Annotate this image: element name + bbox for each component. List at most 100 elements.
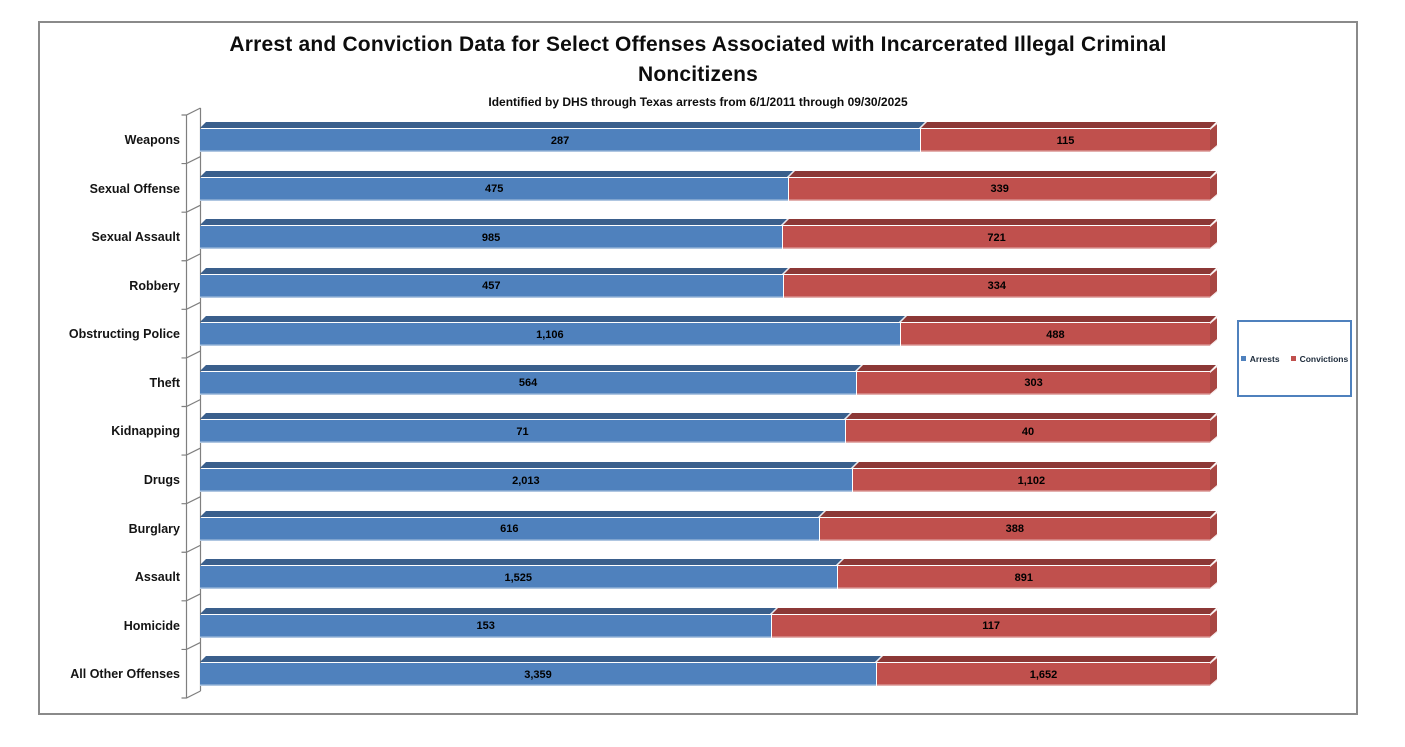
bar-end-cap-icon	[1210, 413, 1218, 444]
value-label: 1,652	[1029, 668, 1058, 681]
value-label: 457	[482, 280, 501, 293]
bar-top-face-icon	[200, 510, 825, 517]
bar-row: Sexual Offense 475 339	[40, 170, 1356, 201]
segment-convictions: 117	[772, 607, 1216, 638]
bar-end-cap-icon	[1210, 219, 1218, 250]
bar-top-face-icon	[200, 607, 778, 614]
category-label: Weapons	[124, 133, 180, 147]
value-label: 71	[516, 425, 529, 438]
bar-top-face-icon	[200, 219, 789, 226]
value-label: 1,102	[1017, 474, 1046, 487]
bar-top-face-icon	[783, 219, 1216, 226]
bar-end-cap-icon	[1210, 656, 1218, 687]
category-label: All Other Offenses	[70, 667, 180, 682]
bar-end-cap-icon	[1210, 559, 1218, 590]
bar-end-cap-icon	[1210, 268, 1218, 298]
bar-row: Kidnapping 71 40	[40, 413, 1356, 444]
value-label: 488	[1046, 328, 1065, 341]
segment-convictions: 388	[819, 510, 1216, 541]
chart-title-line-2: Noncitizens	[637, 63, 759, 86]
bar-end-cap-icon	[1210, 510, 1218, 541]
category-label: Homicide	[123, 618, 180, 633]
segment-arrests: 287	[200, 122, 927, 152]
bar-top-face-icon	[852, 462, 1216, 469]
segment-arrests: 153	[200, 607, 778, 638]
stacked-bar: 153 117	[200, 607, 1218, 638]
value-label: 564	[518, 377, 538, 390]
bar-end-cap-icon	[1210, 170, 1218, 201]
bar-row: Drugs 2,013 1,102	[40, 462, 1356, 493]
segment-arrests: 457	[200, 267, 789, 298]
segment-arrests: 3,359	[200, 656, 883, 687]
bar-row: Burglary 616 388	[40, 510, 1356, 541]
bar-top-face-icon	[200, 559, 843, 566]
chart-header: Arrest and Conviction Data for Select Of…	[40, 30, 1356, 110]
bar-end-cap-icon	[1210, 365, 1218, 395]
value-label: 475	[485, 183, 504, 196]
chart-subtitle: Identified by DHS through Texas arrests …	[488, 95, 908, 109]
segment-convictions: 1,652	[877, 656, 1216, 687]
segment-convictions: 891	[837, 559, 1216, 590]
stacked-bar: 71 40	[200, 413, 1218, 444]
bar-top-face-icon	[819, 510, 1216, 517]
bar-top-face-icon	[877, 656, 1216, 663]
value-label: 40	[1021, 425, 1035, 438]
stacked-bar: 2,013 1,102	[200, 462, 1218, 493]
axis-wall-icon	[181, 107, 202, 699]
category-label: Sexual Assault	[91, 230, 180, 245]
bar-top-face-icon	[837, 559, 1216, 566]
value-label: 721	[987, 231, 1006, 244]
value-label: 616	[500, 523, 519, 536]
value-label: 3,359	[524, 668, 552, 681]
bar-row: All Other Offenses 3,359 1,652	[40, 656, 1356, 687]
bar-row: Robbery 457 334	[40, 267, 1356, 298]
category-label: Assault	[134, 570, 180, 585]
category-label: Burglary	[128, 521, 180, 536]
bar-top-face-icon	[846, 413, 1216, 420]
convictions-swatch-icon	[1290, 356, 1296, 361]
bar-top-face-icon	[200, 122, 927, 128]
stacked-bar: 287 115	[200, 122, 1218, 152]
bar-row: Sexual Assault 985 721	[40, 219, 1356, 250]
bar-top-face-icon	[772, 607, 1216, 614]
bar-top-face-icon	[200, 462, 858, 469]
value-label: 388	[1005, 523, 1025, 536]
value-label: 115	[1056, 134, 1075, 147]
segment-arrests: 71	[200, 413, 852, 444]
value-label: 334	[987, 280, 1006, 293]
bar-end-cap-icon	[1210, 462, 1218, 493]
stacked-bar: 985 721	[200, 219, 1218, 250]
value-label: 303	[1024, 377, 1043, 390]
segment-convictions: 339	[789, 170, 1216, 201]
legend: Arrests Convictions	[1237, 320, 1352, 397]
value-label: 891	[1014, 571, 1033, 584]
stacked-bar: 475 339	[200, 170, 1218, 201]
legend-label-arrests: Arrests	[1249, 353, 1280, 364]
bar-end-cap-icon	[1210, 316, 1218, 347]
segment-arrests: 475	[200, 170, 795, 201]
segment-convictions: 115	[921, 122, 1216, 152]
bar-row: Weapons 287 115	[40, 122, 1356, 152]
bar-top-face-icon	[200, 364, 863, 371]
legend-label-convictions: Convictions	[1299, 353, 1349, 364]
stacked-bar: 616 388	[200, 510, 1218, 541]
value-label: 1,525	[504, 571, 533, 584]
stacked-bar: 1,106 488	[200, 316, 1218, 347]
bar-row: Obstructing Police 1,106 488	[40, 316, 1356, 347]
segment-convictions: 721	[783, 219, 1216, 250]
arrests-swatch-icon	[1240, 356, 1246, 361]
segment-arrests: 985	[200, 219, 789, 250]
segment-arrests: 1,106	[200, 316, 906, 347]
legend-item-arrests: Arrests	[1240, 353, 1280, 364]
bar-top-face-icon	[200, 656, 883, 663]
bar-top-face-icon	[900, 316, 1216, 323]
chart-frame: Arrest and Conviction Data for Select Of…	[38, 21, 1358, 715]
category-label: Drugs	[143, 473, 180, 488]
value-label: 287	[550, 134, 570, 147]
bar-top-face-icon	[200, 170, 795, 177]
segment-convictions: 1,102	[852, 462, 1216, 493]
segment-convictions: 334	[783, 267, 1216, 298]
bar-top-face-icon	[921, 122, 1216, 128]
legend-item-convictions: Convictions	[1290, 353, 1349, 364]
bar-top-face-icon	[783, 267, 1216, 274]
